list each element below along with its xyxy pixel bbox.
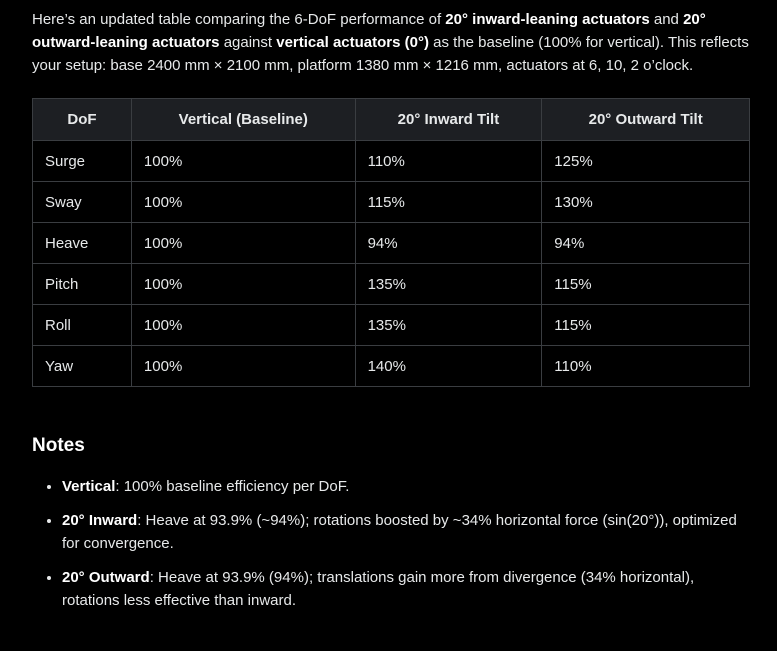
header-dof: DoF (32, 98, 132, 141)
list-item: 20° Outward: Heave at 93.9% (94%); trans… (62, 566, 750, 612)
cell-inward: 115% (354, 181, 543, 223)
table-row: Roll 100% 135% 115% (32, 304, 750, 346)
table-row: Sway 100% 115% 130% (32, 181, 750, 223)
intro-paragraph: Here’s an updated table comparing the 6-… (32, 8, 750, 77)
cell-dof: Sway (32, 181, 132, 223)
cell-vertical: 100% (130, 140, 356, 182)
notes-heading: Notes (32, 435, 85, 456)
intro-bold-outward: 20° outward-leaning actuators (32, 11, 706, 51)
cell-inward: 110% (354, 140, 543, 182)
intro-text: as the baseline (100% for vertical). Thi… (32, 34, 749, 74)
cell-dof: Pitch (32, 263, 132, 305)
cell-vertical: 100% (130, 345, 356, 387)
header-inward: 20° Inward Tilt (354, 98, 543, 141)
cell-inward: 135% (354, 263, 543, 305)
cell-outward: 130% (541, 181, 750, 223)
comparison-table: DoF Vertical (Baseline) 20° Inward Tilt … (32, 98, 750, 387)
cell-dof: Surge (32, 140, 132, 182)
cell-vertical: 100% (130, 263, 356, 305)
note-label: 20° Inward (62, 512, 138, 529)
cell-inward: 140% (354, 345, 543, 387)
intro-bold-vertical: vertical actuators (0°) (276, 34, 429, 51)
chat-response: Here’s an updated table comparing the 6-… (32, 8, 750, 623)
cell-dof: Roll (32, 304, 132, 346)
cell-vertical: 100% (130, 304, 356, 346)
list-item: 20° Inward: Heave at 93.9% (~94%); rotat… (62, 509, 750, 555)
intro-text: Here’s an updated table comparing the 6-… (32, 11, 446, 28)
cell-outward: 125% (541, 140, 750, 182)
table-row: Surge 100% 110% 125% (32, 140, 750, 182)
cell-vertical: 100% (130, 181, 356, 223)
note-text: : 100% baseline efficiency per DoF. (115, 478, 350, 495)
cell-outward: 110% (541, 345, 750, 387)
cell-inward: 94% (354, 222, 543, 264)
intro-text: against (219, 34, 277, 51)
note-text: : Heave at 93.9% (~94%); rotations boost… (62, 512, 737, 552)
cell-inward: 135% (354, 304, 543, 346)
header-outward: 20° Outward Tilt (541, 98, 750, 141)
cell-vertical: 100% (130, 222, 356, 264)
header-vertical: Vertical (Baseline) (130, 98, 356, 141)
table-row: Pitch 100% 135% 115% (32, 263, 750, 305)
notes-list: Vertical: 100% baseline efficiency per D… (32, 475, 750, 612)
intro-text: and (649, 11, 684, 28)
list-item: Vertical: 100% baseline efficiency per D… (62, 475, 750, 498)
table-header-row: DoF Vertical (Baseline) 20° Inward Tilt … (32, 98, 750, 141)
note-text: : Heave at 93.9% (94%); translations gai… (62, 569, 695, 609)
note-label: Vertical (62, 478, 116, 495)
table-row: Heave 100% 94% 94% (32, 222, 750, 264)
cell-dof: Heave (32, 222, 132, 264)
table-row: Yaw 100% 140% 110% (32, 345, 750, 387)
cell-dof: Yaw (32, 345, 132, 387)
cell-outward: 115% (541, 263, 750, 305)
cell-outward: 94% (541, 222, 750, 264)
note-label: 20° Outward (62, 569, 150, 586)
intro-bold-inward: 20° inward-leaning actuators (445, 11, 650, 28)
cell-outward: 115% (541, 304, 750, 346)
